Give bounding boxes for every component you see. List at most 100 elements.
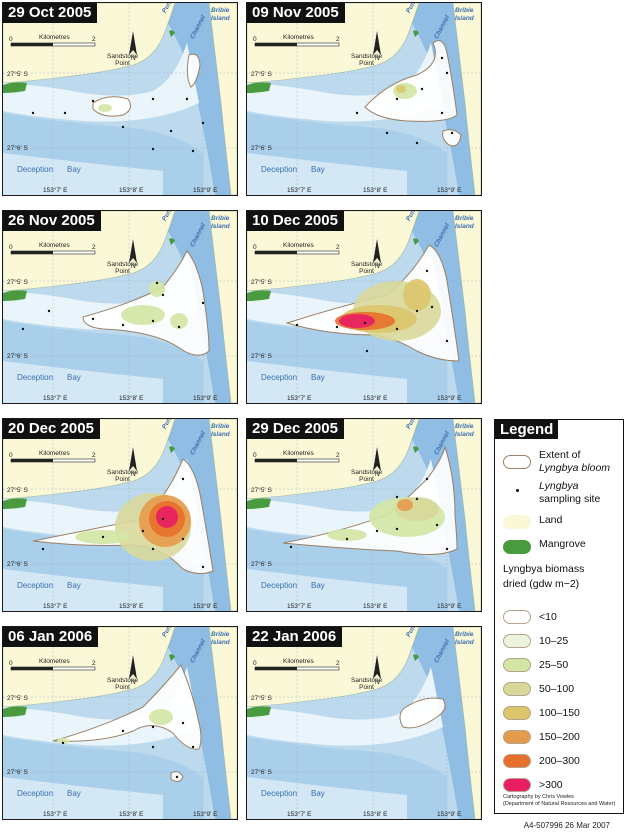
map-svg bbox=[3, 3, 237, 195]
lon-a-label: 153°7' E bbox=[287, 395, 312, 402]
panel-date: 09 Nov 2005 bbox=[247, 3, 345, 23]
scale-unit-label: Kilometres bbox=[283, 242, 314, 249]
biomass-class-label: 200–300 bbox=[539, 755, 580, 767]
scale-start-label: 0 bbox=[253, 244, 257, 251]
sandstone-point-label: Sandstone Point bbox=[107, 53, 139, 67]
lon-c-label: 153°9' E bbox=[193, 187, 218, 194]
lat-bottom-label: 27°6' S bbox=[7, 145, 28, 152]
map-panel: 22 Jan 2006 Kilometres 0 2 N Sandstone Point 2… bbox=[246, 626, 482, 820]
sampling-site bbox=[395, 527, 399, 531]
biomass-contour bbox=[170, 313, 188, 329]
sampling-site bbox=[201, 121, 205, 125]
legend-title: Legend bbox=[495, 420, 559, 439]
bay-label: Bay bbox=[311, 789, 325, 798]
lon-a-label: 153°7' E bbox=[43, 187, 68, 194]
sampling-site bbox=[155, 281, 159, 285]
north-arrow-icon bbox=[373, 31, 381, 55]
sampling-site bbox=[151, 147, 155, 151]
sampling-site bbox=[161, 293, 165, 297]
sampling-site bbox=[91, 317, 95, 321]
map-svg bbox=[3, 211, 237, 403]
north-arrow-icon bbox=[129, 31, 137, 55]
north-arrow-icon bbox=[129, 447, 137, 471]
sampling-site bbox=[101, 535, 105, 539]
extent-swatch bbox=[503, 455, 531, 469]
sampling-site bbox=[375, 529, 379, 533]
legend-extent-1: Extent of bbox=[539, 449, 581, 461]
north-label: N bbox=[131, 679, 136, 686]
bloom-extent bbox=[52, 664, 202, 783]
island-label: Island bbox=[455, 639, 474, 646]
sampling-site bbox=[121, 125, 125, 129]
lon-a-label: 153°7' E bbox=[43, 603, 68, 610]
sampling-site bbox=[289, 545, 293, 549]
biomass-contour bbox=[396, 85, 406, 93]
map-svg bbox=[3, 419, 237, 611]
sampling-site bbox=[415, 497, 419, 501]
sandstone-point-label: Sandstone Point bbox=[351, 469, 383, 483]
bay-flat bbox=[247, 153, 407, 195]
sampling-site bbox=[355, 111, 359, 115]
map-panel: 06 Jan 2006 Kilometres 0 2 N Sandstone Point 2… bbox=[2, 626, 238, 820]
deception-label: Deception bbox=[261, 581, 298, 590]
site-dot-icon bbox=[516, 489, 519, 492]
sampling-site bbox=[385, 131, 389, 135]
sampling-site bbox=[425, 477, 429, 481]
lon-b-label: 153°8' E bbox=[363, 603, 388, 610]
island-label: Island bbox=[455, 431, 474, 438]
bribie-label: Bribie bbox=[455, 7, 474, 14]
scale-end-label: 2 bbox=[336, 36, 340, 43]
biomass-contour bbox=[149, 709, 173, 725]
bribie-label: Bribie bbox=[211, 423, 230, 430]
sampling-site bbox=[181, 537, 185, 541]
panel-date: 20 Dec 2005 bbox=[3, 419, 100, 439]
bribie-label: Bribie bbox=[455, 631, 474, 638]
legend-biomass-1: Lyngbya biomass bbox=[503, 563, 585, 575]
sampling-site bbox=[121, 323, 125, 327]
mangrove-strip bbox=[3, 290, 27, 301]
sandstone-point-label: Sandstone Point bbox=[351, 677, 383, 691]
bay-label: Bay bbox=[311, 165, 325, 174]
sampling-site bbox=[415, 309, 419, 313]
sampling-site bbox=[445, 339, 449, 343]
north-label: N bbox=[131, 471, 136, 478]
panel-date: 26 Nov 2005 bbox=[3, 211, 101, 231]
sampling-site bbox=[430, 305, 434, 309]
sampling-site bbox=[395, 97, 399, 101]
scale-end-label: 2 bbox=[92, 244, 96, 251]
bribie-island-land bbox=[452, 3, 481, 195]
scale-start-label: 0 bbox=[9, 452, 13, 459]
legend-extent-2: Lyngbya bloom bbox=[539, 462, 611, 474]
panel-date: 06 Jan 2006 bbox=[3, 627, 99, 647]
biomass-contour bbox=[397, 499, 413, 511]
bay-flat bbox=[247, 361, 407, 403]
sampling-site bbox=[420, 87, 424, 91]
sampling-site bbox=[335, 325, 339, 329]
sampling-site bbox=[395, 327, 399, 331]
lon-a-label: 153°7' E bbox=[287, 187, 312, 194]
island-label: Island bbox=[211, 639, 230, 646]
mangrove-strip bbox=[247, 498, 271, 509]
sandstone-point-label: Sandstone Point bbox=[107, 469, 139, 483]
north-label: N bbox=[375, 55, 380, 62]
scale-end-label: 2 bbox=[92, 36, 96, 43]
scale-end-label: 2 bbox=[336, 452, 340, 459]
credit-line-1: Cartography by Chris Vowles bbox=[503, 794, 574, 800]
deception-label: Deception bbox=[17, 373, 54, 382]
credit-line-2: (Department of Natural Resources and Wat… bbox=[503, 801, 616, 807]
sampling-site bbox=[47, 309, 51, 313]
lat-bottom-label: 27°6' S bbox=[7, 353, 28, 360]
lat-top-label: 27°5' S bbox=[7, 279, 28, 286]
sampling-site bbox=[151, 547, 155, 551]
scale-unit-label: Kilometres bbox=[283, 34, 314, 41]
lat-bottom-label: 27°6' S bbox=[7, 769, 28, 776]
scale-unit-label: Kilometres bbox=[283, 450, 314, 457]
scale-unit-label: Kilometres bbox=[39, 658, 70, 665]
lon-c-label: 153°9' E bbox=[193, 395, 218, 402]
biomass-swatch bbox=[503, 610, 531, 624]
mangrove-strip bbox=[3, 706, 27, 717]
credit: Cartography by Chris Vowles (Department … bbox=[503, 794, 615, 808]
bay-flat bbox=[3, 153, 163, 195]
north-label: N bbox=[375, 471, 380, 478]
legend-site-2: sampling site bbox=[539, 493, 601, 505]
